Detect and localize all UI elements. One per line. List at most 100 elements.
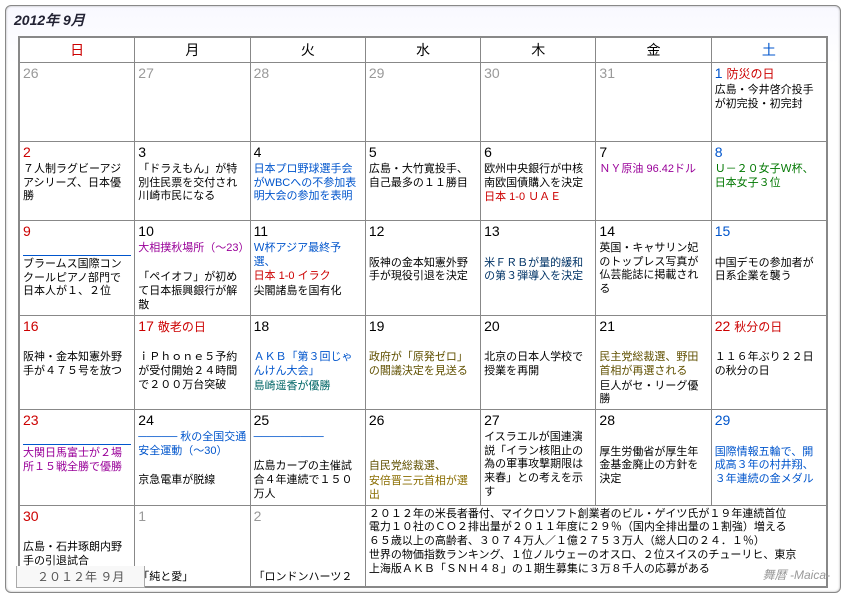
event-text: 日本 1-0 ＵＡＥ	[484, 191, 592, 205]
day-number: 15	[715, 223, 731, 239]
day-number: 17	[138, 318, 154, 334]
event-text: ７人制ラグビーアジアシリーズ、日本優勝	[23, 163, 131, 204]
day-number: 2	[23, 144, 31, 160]
event-text: 京急電車が脱線	[138, 474, 246, 488]
event-text: 自民党総裁選、	[369, 460, 477, 474]
day-cell[interactable]: 7ＮＹ原油 96.42ドル	[596, 142, 711, 221]
day-cell[interactable]: 28 厚生労働省が厚生年金基金廃止の方針を決定	[596, 410, 711, 506]
day-cell[interactable]: 30	[481, 63, 596, 142]
day-cell[interactable]: 10大相撲秋場所（〜23） 「ペイオフ」が初めて日本振興銀行が解散	[135, 221, 250, 316]
day-cell[interactable]: 24───── 秋の全国交通安全運動（〜30） 京急電車が脱線	[135, 410, 250, 506]
day-cell[interactable]: 14英国・キャサリン妃のトップレス写真が仏芸能誌に掲載される	[596, 221, 711, 316]
day-number: 29	[369, 65, 385, 81]
day-cell[interactable]: 4 日本プロ野球選手会がWBCへの不参加表明大会の参加を表明	[250, 142, 365, 221]
week-row: 2 ７人制ラグビーアジアシリーズ、日本優勝3「ドラえもん」が特別住民票を交付され川…	[20, 142, 827, 221]
day-cell[interactable]: 21 民主党総裁選、野田首相が再選される巨人がセ・リーグ優勝	[596, 315, 711, 410]
event-text: ───── 秋の全国交通安全運動（〜30）	[138, 431, 246, 459]
day-number: 28	[254, 65, 270, 81]
day-cell[interactable]: 29 国際情報五輪で、開成高３年の村井翔、３年連続の金メダル	[711, 410, 826, 506]
day-number: 3	[138, 144, 146, 160]
day-cell[interactable]: 25───────── 広島カープの主催試合４年連続で１５０万人	[250, 410, 365, 506]
event-text	[369, 446, 477, 460]
window-title: 2012年 9月	[6, 6, 840, 34]
day-cell[interactable]: 26	[20, 63, 135, 142]
day-number: 18	[254, 318, 270, 334]
day-cell[interactable]: 19 政府が「原発ゼロ」の閣議決定を見送る	[365, 315, 480, 410]
weekday-header: 火	[250, 38, 365, 63]
day-cell[interactable]: 31	[596, 63, 711, 142]
event-text	[138, 257, 246, 271]
day-cell[interactable]: 29	[365, 63, 480, 142]
weekday-header: 月	[135, 38, 250, 63]
day-cell[interactable]: 23大関日馬富士が２場所１５戦全勝で優勝	[20, 410, 135, 506]
event-text: Ｗ杯アジア最終予選、	[254, 242, 362, 270]
day-cell[interactable]: 18 ＡＫＢ「第３回じゃんけん大会」島崎遥香が優勝	[250, 315, 365, 410]
day-number: 20	[484, 318, 500, 334]
day-number: 10	[138, 223, 154, 239]
day-number: 14	[599, 223, 615, 239]
event-text: 米ＦＲＢが量的緩和の第３弾導入を決定	[484, 257, 592, 285]
day-cell[interactable]: 5広島・大竹寛投手、自己最多の１１勝目	[365, 142, 480, 221]
day-cell[interactable]: 12 阪神の金本知憲外野手が現役引退を決定	[365, 221, 480, 316]
event-text: 中国デモの参加者が日系企業を襲う	[715, 257, 823, 285]
event-text: 広島・今井啓介投手が初完投・初完封	[715, 84, 823, 112]
event-text: 広島・石井琢朗内野手の引退試合	[23, 541, 131, 569]
note-line: 電力１０社のＣＯ２排出量が２０１１年度に２９％（国内全排出量の１割強）増える	[369, 521, 823, 535]
day-cell[interactable]: 9 ブラームス国際コンクールピアノ部門で日本人が１、２位	[20, 221, 135, 316]
weekday-header: 土	[711, 38, 826, 63]
day-number: 29	[715, 412, 731, 428]
event-text: 民主党総裁選、野田首相が再選される	[599, 351, 707, 379]
calendar-body: 2627282930311防災の日広島・今井啓介投手が初完投・初完封2７人制ラグ…	[20, 63, 827, 587]
week-row: 23大関日馬富士が２場所１５戦全勝で優勝24───── 秋の全国交通安全運動（〜…	[20, 410, 827, 506]
day-number: 26	[23, 65, 39, 81]
day-cell[interactable]: 27イスラエルが国連演説「イラン核阻止の為の軍事攻撃期限は来春」との考えを示す	[481, 410, 596, 506]
holiday-label: 敬老の日	[158, 320, 206, 334]
event-text: １１６年ぶり２２日の秋分の日	[715, 351, 823, 379]
brand-label: 舞暦 -Maica-	[763, 566, 830, 588]
day-cell[interactable]: 27	[135, 63, 250, 142]
event-text: 日本 1-0 イラク	[254, 270, 362, 284]
week-row: 26 2728 29 30311防災の日広島・今井啓介投手が初完投・初完封	[20, 63, 827, 142]
event-text: 日本プロ野球選手会がWBCへの不参加表明大会の参加を表明	[254, 163, 362, 204]
day-cell[interactable]: 22秋分の日 １１６年ぶり２２日の秋分の日	[711, 315, 826, 410]
footer: ２０１２年 ９月 舞暦 -Maica-	[16, 566, 830, 588]
day-cell[interactable]: 13 米ＦＲＢが量的緩和の第３弾導入を決定	[481, 221, 596, 316]
day-number: 9	[23, 223, 31, 239]
day-cell[interactable]: 1防災の日広島・今井啓介投手が初完投・初完封	[711, 63, 826, 142]
day-cell[interactable]: 17敬老の日 ｉＰｈｏｎｅ５予約が受付開始２４時間で２００万台突破	[135, 315, 250, 410]
day-number: 8	[715, 144, 723, 160]
event-text	[138, 336, 246, 350]
day-cell[interactable]: 11Ｗ杯アジア最終予選、日本 1-0 イラク尖閣諸島を国有化	[250, 221, 365, 316]
day-number: 25	[254, 412, 270, 428]
day-cell[interactable]: 26 自民党総裁選、安倍晋三元首相が選出	[365, 410, 480, 506]
weekday-header-row: 日月火水木金土	[20, 38, 827, 63]
day-cell[interactable]: 8Ｕ－２０女子Ｗ杯、日本女子３位	[711, 142, 826, 221]
event-text	[254, 526, 362, 540]
event-text	[599, 336, 707, 350]
day-cell[interactable]: 16 阪神・金本知憲外野手が４７５号を放つ	[20, 315, 135, 410]
event-text: 「ペイオフ」が初めて日本振興銀行が解散	[138, 271, 246, 312]
day-cell[interactable]: 15 中国デモの参加者が日系企業を襲う	[711, 221, 826, 316]
event-text	[369, 336, 477, 350]
event-text: ＮＹ原油 96.42ドル	[599, 163, 707, 177]
day-cell[interactable]: 3「ドラえもん」が特別住民票を交付され川崎市民になる	[135, 142, 250, 221]
note-line: ６５歳以上の高齢者、３０７４万人／１億２７５３万人（総人口の２４．１％）	[369, 535, 823, 549]
day-number: 11	[254, 223, 269, 239]
day-number: 4	[254, 144, 262, 160]
event-text: 島崎遥香が優勝	[254, 380, 362, 394]
event-text: 広島カープの主催試合４年連続で１５０万人	[254, 460, 362, 501]
month-tab[interactable]: ２０１２年 ９月	[16, 566, 145, 588]
event-text	[715, 336, 823, 350]
day-cell[interactable]: 28	[250, 63, 365, 142]
day-cell[interactable]: 2 ７人制ラグビーアジアシリーズ、日本優勝	[20, 142, 135, 221]
day-cell[interactable]: 6欧州中央銀行が中核南欧国債購入を決定日本 1-0 ＵＡＥ	[481, 142, 596, 221]
day-number: 30	[23, 508, 39, 524]
day-number: 23	[23, 412, 39, 428]
day-number: 28	[599, 412, 615, 428]
event-text: ブラームス国際コンクールピアノ部門で日本人が１、２位	[23, 258, 131, 299]
calendar-container: 日月火水木金土 2627282930311防災の日広島・今井啓介投手が初完投・初…	[18, 36, 828, 588]
event-text	[715, 242, 823, 256]
event-text: 国際情報五輪で、開成高３年の村井翔、３年連続の金メダル	[715, 446, 823, 487]
day-cell[interactable]: 20 北京の日本人学校で授業を再開	[481, 315, 596, 410]
event-text	[369, 242, 477, 256]
